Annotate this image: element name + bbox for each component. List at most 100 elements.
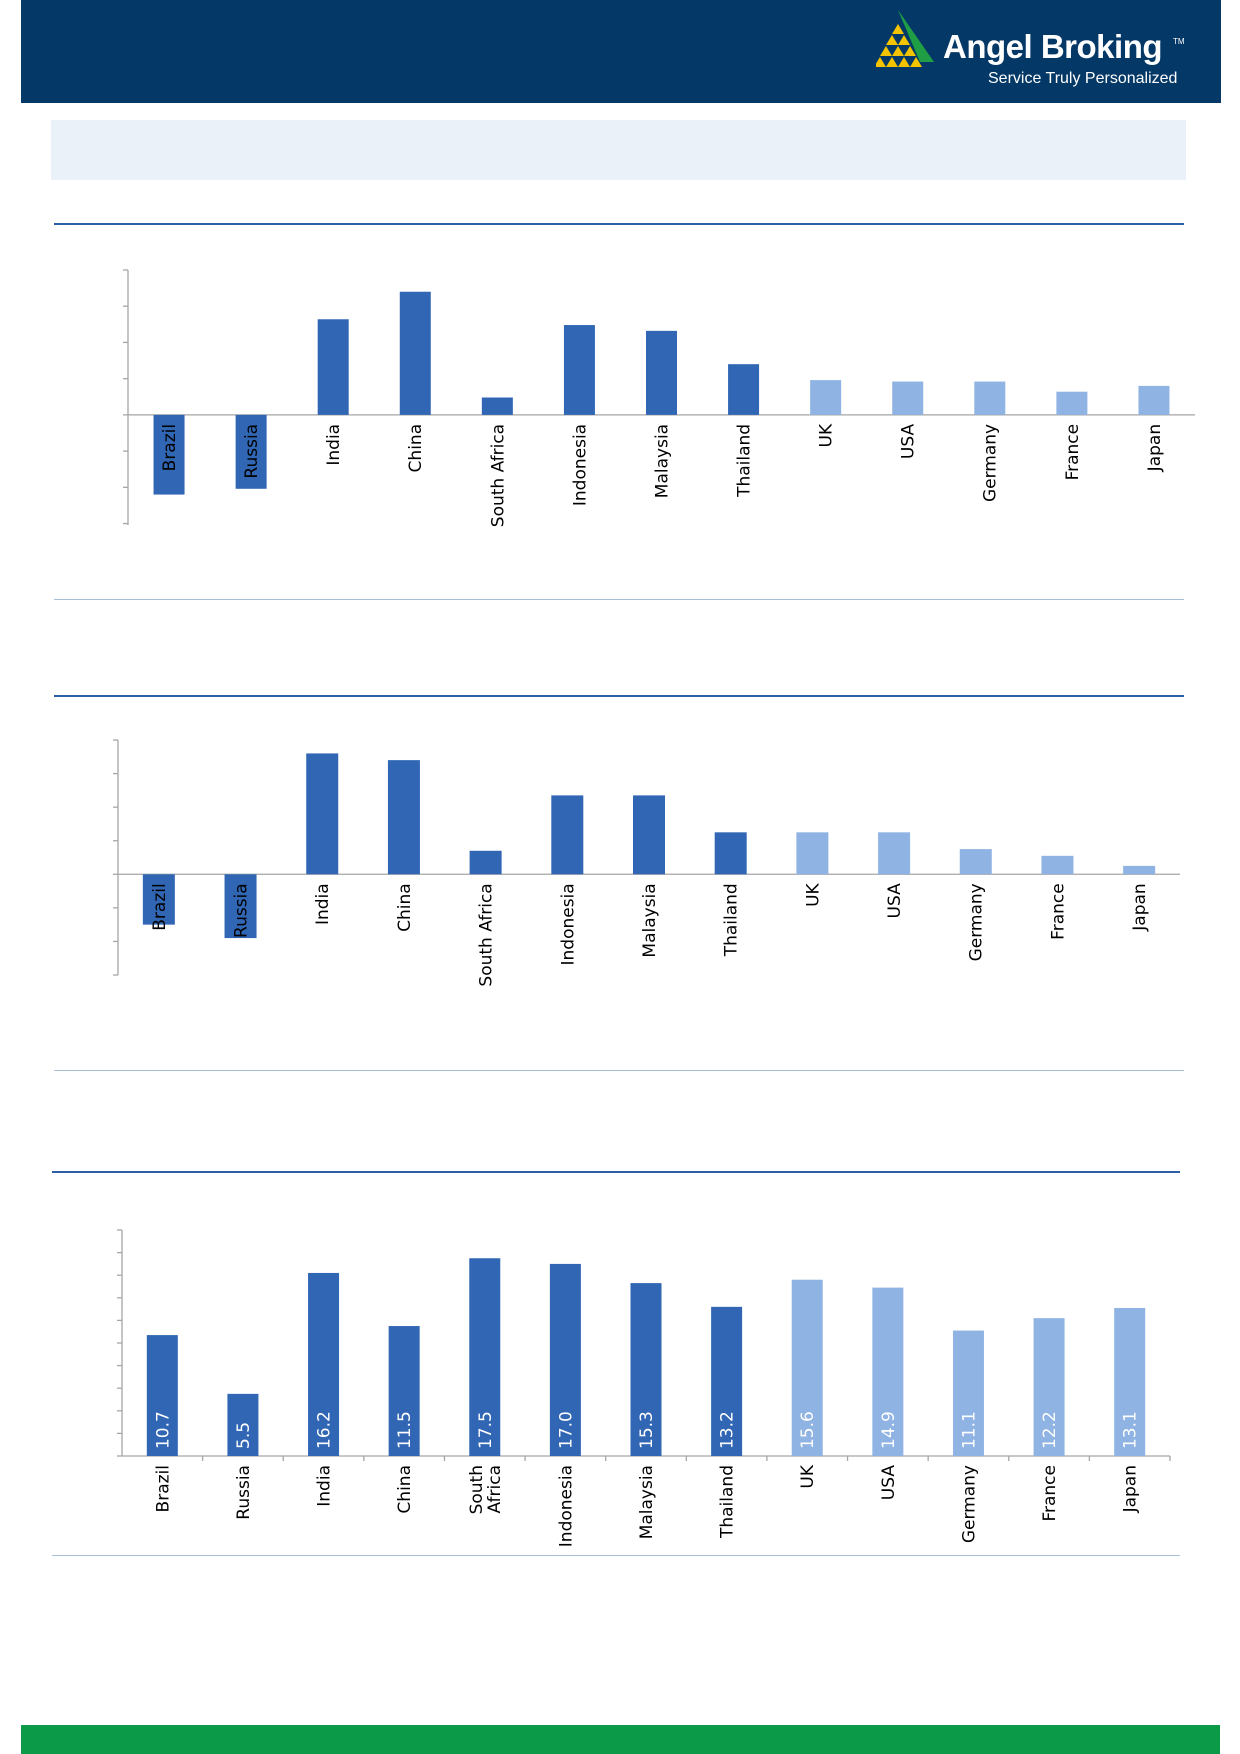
category-label-china: China [395, 883, 415, 932]
data-label-france: 12.2 [1040, 1411, 1060, 1449]
bar-thailand [711, 1306, 743, 1456]
bar-russia [227, 1393, 259, 1456]
category-label-usa: USA [879, 1465, 899, 1501]
data-label-uk: 15.6 [798, 1411, 818, 1449]
category-label-russia: Russia [231, 883, 251, 938]
bar-germany [974, 381, 1006, 415]
category-label-india: India [314, 1465, 334, 1507]
category-label-uk: UK [803, 882, 823, 906]
company-logo: Angel Broking TM Service Truly Personali… [876, 10, 1185, 95]
category-label-malaysia: Malaysia [640, 883, 660, 957]
category-label-uk: UK [817, 423, 837, 447]
footer-bar [21, 1725, 1220, 1754]
category-label-france: France [1063, 424, 1083, 481]
bar-india [308, 1272, 340, 1456]
bar-japan [1123, 865, 1156, 875]
bar-usa [872, 1287, 904, 1456]
category-label-usa: USA [885, 883, 905, 919]
data-label-indonesia: 17.0 [556, 1411, 576, 1449]
bar-brazil [153, 414, 185, 495]
bar-indonesia [563, 325, 595, 415]
data-label-japan: 13.1 [1121, 1411, 1141, 1449]
angel-triangle-icon [876, 10, 934, 67]
title-band [51, 120, 1186, 180]
bar-france [1033, 1318, 1065, 1456]
data-label-russia: 5.5 [234, 1422, 254, 1449]
bar-thailand [714, 832, 747, 875]
bar-indonesia [549, 1263, 581, 1456]
brand-tagline: Service Truly Personalized [988, 70, 1178, 87]
category-label-japan: Japan [1145, 424, 1165, 472]
data-label-brazil: 10.7 [153, 1411, 173, 1449]
category-label-france: France [1040, 1465, 1060, 1522]
bar-india [306, 753, 339, 875]
data-label-thailand: 13.2 [718, 1411, 738, 1449]
category-label-japan: Japan [1121, 1465, 1141, 1513]
bar-malaysia [630, 1283, 662, 1456]
bar-uk [796, 832, 829, 875]
category-label-indonesia: Indonesia [558, 883, 578, 965]
category-label-japan: Japan [1130, 883, 1150, 931]
bar-japan [1114, 1307, 1146, 1456]
bar-brazil [146, 1335, 178, 1456]
chart2-bottom-rule [54, 1070, 1184, 1071]
bar-malaysia [646, 330, 677, 415]
data-label-germany: 11.1 [959, 1411, 979, 1449]
category-label-south-africa: South Africa [477, 883, 497, 986]
category-label-india: India [313, 883, 333, 925]
category-label-china: China [395, 1465, 415, 1514]
bar-germany [952, 1330, 984, 1456]
category-label-germany: Germany [959, 1465, 979, 1543]
category-label-usa: USA [899, 424, 919, 460]
bar-china [388, 1326, 420, 1456]
category-label-south-africa: SouthAfrica [467, 1465, 505, 1514]
category-label-thailand: Thailand [735, 424, 755, 498]
bar-malaysia [633, 795, 665, 875]
category-label-brazil: Brazil [160, 424, 180, 471]
bar-france [1041, 855, 1074, 875]
bar-russia [235, 414, 267, 489]
bar-uk [810, 380, 842, 415]
category-label-brazil: Brazil [150, 883, 170, 930]
category-label-thailand: Thailand [718, 1465, 738, 1539]
bar-brazil [142, 874, 175, 925]
bar-china [387, 760, 420, 875]
bar-russia [224, 874, 257, 939]
chart1-bottom-rule [54, 599, 1184, 600]
category-label-germany: Germany [967, 883, 987, 961]
category-label-russia: Russia [242, 424, 262, 479]
chart-3: Brazil Russia India China SouthAfrica Indones… [117, 1229, 1171, 1547]
chart-2: Brazil Russia India China South Africa Indone… [113, 739, 1180, 987]
chart2-top-rule [54, 695, 1184, 697]
data-label-south-africa: 17.5 [476, 1411, 496, 1449]
data-label-india: 16.2 [315, 1411, 335, 1449]
category-label-uk: UK [798, 1464, 818, 1488]
category-label-malaysia: Malaysia [637, 1465, 657, 1539]
category-label-brazil: Brazil [153, 1465, 173, 1512]
category-label-france: France [1048, 883, 1068, 940]
category-label-south-africa: South Africa [488, 424, 508, 527]
chart3-bottom-rule [52, 1555, 1180, 1556]
header-banner: Angel Broking TM Service Truly Personali… [21, 0, 1221, 103]
category-label-india: India [324, 424, 344, 466]
category-label-china: China [406, 424, 426, 473]
bar-germany [959, 849, 992, 875]
bar-south-africa [481, 397, 513, 415]
data-label-malaysia: 15.3 [637, 1411, 657, 1449]
trademark-mark: TM [1173, 37, 1185, 46]
chart3-top-rule [52, 1171, 1180, 1173]
bar-india [317, 319, 349, 415]
data-label-china: 11.5 [395, 1411, 415, 1449]
bar-south-africa [469, 850, 502, 875]
bar-indonesia [551, 795, 584, 875]
chart1-top-rule [54, 223, 1184, 225]
category-label-thailand: Thailand [722, 883, 742, 957]
bar-thailand [728, 364, 760, 415]
bar-china [399, 291, 431, 415]
bar-france [1056, 391, 1088, 415]
data-label-usa: 14.9 [879, 1411, 899, 1449]
brand-name: Angel Broking [943, 28, 1163, 65]
bar-uk [791, 1279, 823, 1456]
bar-usa [878, 832, 911, 875]
bar-japan [1138, 385, 1170, 415]
